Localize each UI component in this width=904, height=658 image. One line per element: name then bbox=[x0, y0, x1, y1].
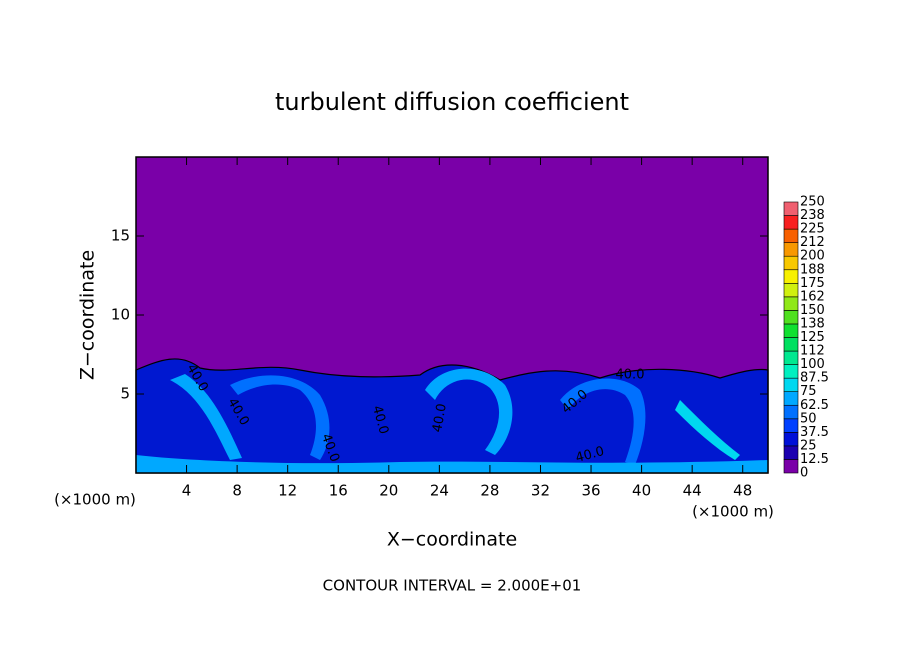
colorbar-segment bbox=[783, 404, 799, 420]
swirl bbox=[170, 374, 242, 460]
y-axis-label: Z−coordinate bbox=[77, 250, 99, 380]
colorbar-label: 200 bbox=[800, 249, 825, 264]
x-tick-label: 32 bbox=[531, 482, 550, 500]
colorbar-segment bbox=[783, 255, 799, 271]
x-tick-label: 8 bbox=[232, 482, 242, 500]
colorbar-segment bbox=[783, 459, 799, 474]
x-tick-label: 36 bbox=[581, 482, 600, 500]
x-tick-label: 4 bbox=[182, 482, 192, 500]
colorbar-label: 50 bbox=[800, 411, 817, 426]
colorbar-segment bbox=[783, 269, 799, 284]
colorbar-segment bbox=[783, 323, 799, 338]
y-tick-label: 5 bbox=[120, 385, 130, 403]
swirl bbox=[675, 400, 740, 460]
colorbar-label: 250 bbox=[800, 195, 825, 210]
surface-band bbox=[136, 455, 768, 473]
contour-label: 40.0 bbox=[574, 444, 606, 466]
colorbar-label: 188 bbox=[800, 262, 825, 277]
contour-label: 40.0 bbox=[430, 402, 450, 433]
colorbar-segment bbox=[783, 364, 799, 379]
x-axis-label: X−coordinate bbox=[387, 529, 517, 551]
colorbar-segment bbox=[783, 337, 799, 352]
colorbar-segment bbox=[783, 201, 799, 216]
colorbar-label: 75 bbox=[800, 384, 817, 399]
colorbar-segment bbox=[783, 242, 799, 257]
colorbar-label: 162 bbox=[800, 289, 825, 304]
swirl bbox=[230, 375, 330, 460]
colorbar-segment bbox=[783, 350, 799, 365]
field bbox=[135, 156, 769, 474]
y-tick-label: 15 bbox=[111, 227, 130, 245]
y-tick-label: 10 bbox=[111, 306, 130, 324]
colorbar-label: 212 bbox=[800, 235, 825, 250]
chart-title: turbulent diffusion coefficient bbox=[275, 88, 629, 116]
colorbar-label: 112 bbox=[800, 344, 825, 359]
colorbar-label: 100 bbox=[800, 357, 825, 372]
contour-label: 40.0 bbox=[369, 404, 391, 436]
x-tick-label: 48 bbox=[733, 482, 752, 500]
x-unit-label: (×1000 m) bbox=[692, 503, 774, 521]
colorbar-label: 138 bbox=[800, 316, 825, 331]
colorbar-label: 175 bbox=[800, 276, 825, 291]
y-unit-label: (×1000 m) bbox=[54, 491, 136, 509]
x-tick-label: 28 bbox=[480, 482, 499, 500]
colorbar-segment bbox=[783, 215, 799, 230]
colorbar-segment bbox=[783, 282, 799, 298]
colorbar-label: 12.5 bbox=[800, 452, 829, 467]
colorbar-segment bbox=[783, 228, 799, 243]
x-tick-label: 44 bbox=[683, 482, 702, 500]
colorbar-label: 25 bbox=[800, 438, 817, 453]
x-tick-label: 12 bbox=[278, 482, 297, 500]
colorbar-segment bbox=[783, 432, 799, 447]
colorbar-segment bbox=[783, 296, 799, 311]
colorbar-label: 225 bbox=[800, 222, 825, 237]
colorbar-label: 0 bbox=[800, 466, 808, 481]
x-tick-label: 20 bbox=[379, 482, 398, 500]
x-tick-label: 40 bbox=[632, 482, 651, 500]
colorbar-segment bbox=[783, 310, 799, 325]
colorbar-segment bbox=[783, 445, 799, 460]
swirl bbox=[560, 378, 646, 465]
colorbar-segment bbox=[783, 418, 799, 433]
contour-label: 40.0 bbox=[616, 368, 645, 383]
colorbar-label: 150 bbox=[800, 303, 825, 318]
x-tick-label: 16 bbox=[329, 482, 348, 500]
colorbar-label: 238 bbox=[800, 208, 825, 223]
x-tick-label: 24 bbox=[430, 482, 449, 500]
colorbar-segment bbox=[783, 377, 799, 392]
colorbar-label: 37.5 bbox=[800, 425, 829, 440]
colorbar-label: 87.5 bbox=[800, 371, 829, 386]
colorbar-segment bbox=[783, 391, 799, 406]
colorbar-label: 125 bbox=[800, 330, 825, 345]
colorbar-label: 62.5 bbox=[800, 398, 829, 413]
footnote: CONTOUR INTERVAL = 2.000E+01 bbox=[323, 577, 582, 595]
